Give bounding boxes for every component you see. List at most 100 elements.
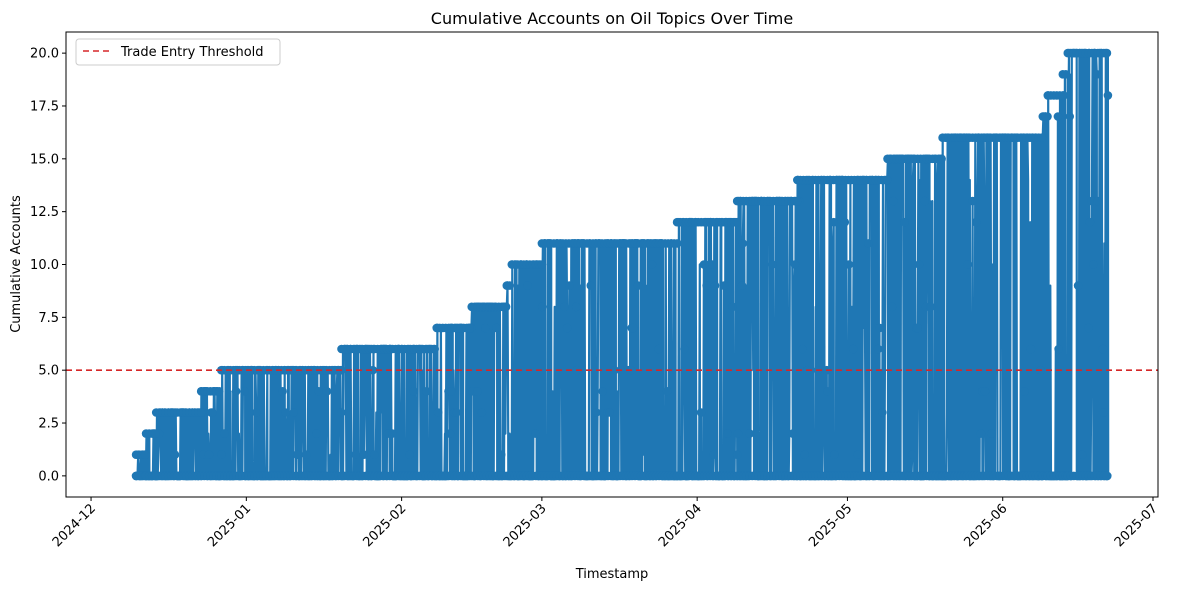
series-marker	[1041, 112, 1051, 121]
series-marker	[465, 323, 475, 333]
series-marker	[733, 429, 743, 438]
series-marker	[1099, 408, 1108, 417]
y-tick-label: 0.0	[38, 469, 59, 484]
chart-title: Cumulative Accounts on Oil Topics Over T…	[431, 9, 793, 28]
series-marker	[1026, 344, 1036, 354]
series-marker	[987, 429, 996, 438]
series-marker	[537, 302, 547, 312]
series-marker	[633, 281, 643, 290]
series-marker	[217, 450, 226, 460]
series-marker	[1077, 450, 1087, 460]
series-marker	[605, 408, 614, 417]
series-marker	[505, 281, 515, 290]
series-marker	[610, 365, 619, 375]
series-marker	[1065, 112, 1074, 121]
series-marker	[1098, 344, 1108, 354]
y-axis-label: Cumulative Accounts	[9, 195, 24, 333]
series-marker	[864, 239, 873, 248]
series-marker	[913, 323, 922, 333]
series-markers	[131, 48, 1113, 481]
series-marker	[1061, 70, 1071, 79]
series-marker	[220, 429, 229, 438]
series-marker	[1103, 91, 1113, 100]
series-marker	[140, 450, 150, 460]
series-marker	[452, 408, 462, 417]
series-marker	[883, 175, 892, 185]
series-marker	[628, 323, 638, 333]
series-marker	[873, 344, 883, 354]
series-marker	[793, 196, 802, 206]
series-marker	[680, 344, 689, 354]
y-tick-label: 5.0	[38, 364, 59, 379]
series-marker	[790, 260, 800, 269]
series-marker	[848, 344, 858, 354]
series-line	[135, 52, 1110, 477]
series-marker	[208, 408, 217, 417]
series-marker	[1058, 91, 1068, 100]
series-marker	[696, 408, 706, 417]
series-marker	[823, 387, 832, 396]
series-marker	[1073, 281, 1083, 290]
series-marker	[887, 302, 897, 312]
series-marker	[875, 323, 884, 333]
series-marker	[1037, 133, 1047, 142]
series-layer	[131, 48, 1113, 481]
series-marker	[840, 217, 850, 227]
series-marker	[369, 450, 379, 460]
series-marker	[351, 450, 360, 460]
series-marker	[732, 450, 742, 460]
series-marker	[1084, 323, 1093, 333]
x-axis-label: Timestamp	[575, 567, 649, 582]
series-marker	[388, 429, 397, 438]
y-tick-label: 10.0	[30, 258, 59, 273]
series-marker	[968, 196, 977, 206]
series-marker	[1053, 112, 1063, 121]
series-marker	[662, 387, 672, 396]
series-marker	[737, 281, 747, 290]
series-marker	[710, 281, 720, 290]
series-marker	[1093, 196, 1102, 206]
series-marker	[586, 281, 596, 290]
series-marker	[1054, 344, 1063, 354]
series-marker	[292, 450, 302, 460]
series-marker	[322, 387, 332, 396]
series-marker	[654, 344, 664, 354]
series-marker	[445, 429, 455, 438]
series-marker	[672, 239, 682, 248]
series-marker	[523, 281, 532, 290]
series-marker	[496, 450, 506, 460]
series-marker	[592, 408, 601, 417]
series-marker	[723, 429, 732, 438]
series-marker	[481, 323, 490, 333]
series-marker	[920, 196, 929, 206]
y-tick-label: 15.0	[30, 152, 59, 167]
series-marker	[215, 387, 224, 396]
series-marker	[708, 260, 717, 269]
series-marker	[204, 450, 214, 460]
series-marker	[368, 365, 378, 375]
series-marker	[829, 217, 838, 227]
series-marker	[598, 387, 607, 396]
series-marker	[565, 281, 574, 290]
series-marker	[196, 408, 206, 417]
series-marker	[914, 260, 924, 269]
series-marker	[359, 450, 369, 460]
series-marker	[560, 302, 569, 312]
series-marker	[728, 302, 737, 312]
series-marker	[900, 217, 909, 227]
series-marker	[963, 260, 972, 269]
series-marker	[1085, 217, 1095, 227]
series-marker	[500, 302, 510, 312]
series-marker	[937, 154, 946, 164]
series-marker	[281, 408, 290, 417]
series-marker	[702, 281, 711, 290]
series-marker	[314, 387, 324, 396]
series-marker	[409, 387, 419, 396]
y-tick-label: 7.5	[38, 311, 59, 326]
legend-threshold-label: Trade Entry Threshold	[120, 45, 264, 60]
series-marker	[433, 408, 443, 417]
series-marker	[531, 429, 540, 438]
series-marker	[647, 260, 657, 269]
series-marker	[1102, 48, 1112, 58]
